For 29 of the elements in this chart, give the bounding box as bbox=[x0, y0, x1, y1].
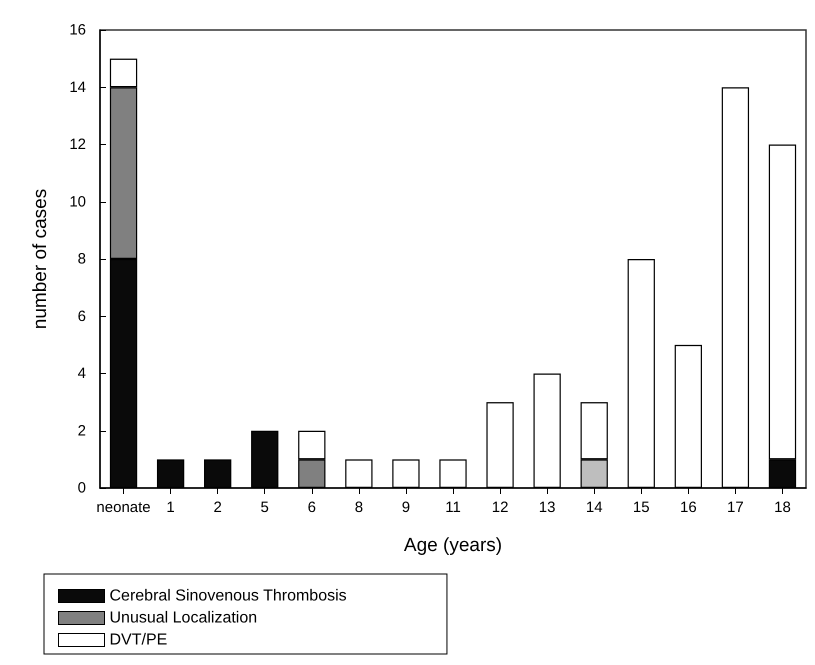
x-tick-label: 5 bbox=[260, 499, 269, 516]
x-tick-label: 15 bbox=[632, 499, 650, 516]
x-tick-label: 13 bbox=[538, 499, 556, 516]
x-tick-label: 18 bbox=[774, 499, 791, 516]
x-tick-label: 2 bbox=[213, 499, 222, 516]
x-tick-label: 6 bbox=[308, 499, 316, 516]
x-tick-label: 1 bbox=[166, 499, 175, 516]
x-tick-label: 11 bbox=[445, 499, 461, 516]
y-tick-label: 16 bbox=[69, 22, 86, 38]
x-tick-label: 12 bbox=[492, 499, 508, 516]
x-tick-label: 16 bbox=[680, 499, 697, 516]
y-tick-label: 6 bbox=[78, 308, 86, 325]
y-tick-label: 14 bbox=[69, 78, 86, 96]
x-tick-label: 14 bbox=[586, 499, 603, 516]
x-tick-label: 9 bbox=[402, 499, 410, 516]
x-tick-label: neonate bbox=[96, 499, 151, 516]
y-tick-label: 0 bbox=[78, 480, 86, 496]
legend-label: Cerebral Sinovenous Thrombosis bbox=[110, 588, 347, 604]
x-tick-label: 17 bbox=[727, 499, 744, 516]
y-tick-label: 12 bbox=[69, 136, 86, 153]
y-tick-label: 2 bbox=[78, 422, 86, 440]
y-tick-label: 8 bbox=[78, 250, 86, 268]
legend-label: DVT/PE bbox=[110, 632, 168, 648]
y-axis-title: number of cases bbox=[30, 188, 51, 330]
y-tick-label: 4 bbox=[78, 365, 86, 382]
y-tick-label: 10 bbox=[69, 193, 86, 210]
x-axis-title: Age (years) bbox=[404, 535, 502, 556]
x-tick-label: 8 bbox=[354, 499, 364, 516]
legend-label: Unusual Localization bbox=[110, 610, 258, 626]
